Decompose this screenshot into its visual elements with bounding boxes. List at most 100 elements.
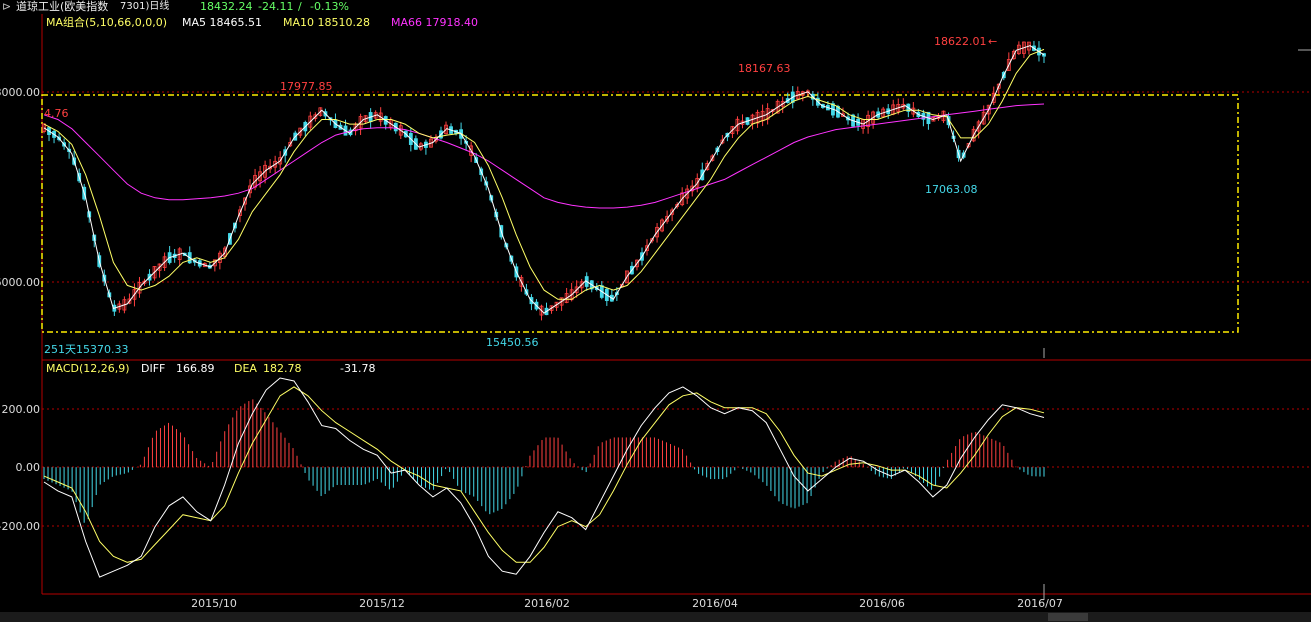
candle-body bbox=[554, 301, 559, 308]
candle-body bbox=[645, 245, 649, 252]
candle-body bbox=[42, 123, 46, 132]
candle-body bbox=[132, 289, 137, 300]
candle-body bbox=[313, 114, 318, 119]
expand-icon[interactable]: ⊳ bbox=[2, 0, 12, 13]
candle-body bbox=[685, 188, 690, 199]
candle-body bbox=[981, 111, 986, 125]
y-tick-18000: 18000.00 bbox=[0, 86, 40, 99]
title-bar: ⊳ 道琼工业(欧美指数 7301)日线 18432.24 -24.11 / -0… bbox=[0, 0, 1311, 14]
ma10-line bbox=[43, 48, 1045, 300]
candle-body bbox=[564, 293, 569, 303]
candle-body bbox=[268, 165, 273, 170]
y-tick-16000: 16000.00 bbox=[0, 276, 40, 289]
macd-value: -31.78 bbox=[340, 362, 375, 375]
candle-body bbox=[996, 83, 1001, 89]
ma10-legend: MA10 18510.28 bbox=[283, 16, 370, 29]
candle-body bbox=[358, 116, 363, 129]
candle-body bbox=[273, 160, 278, 168]
candle-body bbox=[730, 126, 735, 134]
candle-body bbox=[157, 263, 162, 271]
annotation-low-left: 251天15370.33 bbox=[44, 343, 128, 356]
candle-body bbox=[695, 178, 700, 189]
range-box[interactable] bbox=[41, 94, 1239, 333]
annotation-left-edge: 4.76 bbox=[44, 107, 69, 120]
candle-body bbox=[278, 157, 283, 165]
candle-body bbox=[991, 92, 996, 103]
candle-body bbox=[223, 247, 227, 257]
candle-body bbox=[635, 259, 639, 268]
candle-body bbox=[318, 107, 323, 116]
candle-body bbox=[690, 185, 695, 192]
candle-body bbox=[137, 282, 142, 294]
candle-body bbox=[710, 155, 715, 161]
candle-body bbox=[976, 121, 981, 132]
candle-body bbox=[705, 162, 710, 171]
x-tick-2016-06: 2016/06 bbox=[859, 597, 905, 610]
candle-body bbox=[258, 171, 262, 182]
ma5-legend: MA5 18465.51 bbox=[182, 16, 262, 29]
macd-lines-layer bbox=[43, 377, 1045, 578]
candle-body bbox=[212, 259, 217, 267]
macd-histogram bbox=[43, 399, 1045, 523]
annotation-high-left: 17977.85 bbox=[280, 80, 333, 93]
last-price: 18432.24 bbox=[200, 0, 253, 13]
candle-body bbox=[469, 145, 474, 156]
annotation-high-mid: 18167.63 bbox=[738, 62, 791, 75]
x-tick-2015-10: 2015/10 bbox=[191, 597, 237, 610]
dea-label: DEA bbox=[234, 362, 257, 375]
candle-body bbox=[142, 280, 147, 284]
candle-body bbox=[670, 209, 675, 215]
candle-body bbox=[720, 139, 725, 144]
instrument-name: 道琼工业(欧美指数 bbox=[16, 0, 109, 13]
candle-body bbox=[660, 219, 664, 232]
diff-value: 166.89 bbox=[176, 362, 215, 375]
instrument-code: 7301)日线 bbox=[120, 1, 170, 12]
diff-line bbox=[43, 377, 1045, 578]
candle-body bbox=[162, 256, 167, 268]
candle-body bbox=[675, 204, 680, 207]
candle-body bbox=[152, 265, 157, 279]
annotation-arrow: ← bbox=[988, 35, 997, 48]
x-tick-2016-04: 2016/04 bbox=[692, 597, 738, 610]
scrollbar-thumb[interactable] bbox=[1048, 613, 1088, 621]
candle-body bbox=[539, 305, 544, 316]
candle-body bbox=[871, 111, 876, 124]
candle-body bbox=[680, 192, 685, 206]
x-tick-2016-07: 2016/07 bbox=[1017, 597, 1063, 610]
candle-body bbox=[127, 298, 132, 304]
ma-legend-title: MA组合(5,10,66,0,0,0) bbox=[46, 15, 167, 29]
candle-body bbox=[263, 164, 268, 178]
candle-body bbox=[288, 142, 293, 147]
candle-body bbox=[770, 109, 775, 112]
candle-body bbox=[574, 286, 579, 294]
candle-body bbox=[398, 125, 403, 136]
candle-body bbox=[1011, 50, 1016, 60]
x-tick-2016-02: 2016/02 bbox=[524, 597, 570, 610]
candle-body bbox=[559, 297, 564, 306]
candles-layer bbox=[42, 40, 1046, 321]
y-tick-200: 200.00 bbox=[2, 403, 41, 416]
candle-body bbox=[655, 226, 659, 238]
ma66-line bbox=[43, 103, 1045, 209]
ma5-line bbox=[43, 45, 1045, 314]
candle-body bbox=[911, 107, 916, 115]
candle-body bbox=[243, 197, 247, 205]
candle-body bbox=[966, 143, 971, 148]
candle-body bbox=[549, 305, 554, 311]
candle-body bbox=[579, 281, 584, 289]
candle-body bbox=[308, 115, 313, 128]
candle-body bbox=[665, 215, 670, 222]
x-tick-2015-12: 2015/12 bbox=[359, 597, 405, 610]
candle-body bbox=[780, 101, 785, 107]
change-sep: / bbox=[298, 0, 302, 13]
y-tick-minus200: -200.00 bbox=[0, 520, 40, 533]
diff-label: DIFF bbox=[141, 362, 165, 375]
candle-body bbox=[841, 113, 845, 117]
candle-body bbox=[971, 128, 976, 142]
horizontal-scrollbar[interactable] bbox=[0, 612, 1311, 622]
candle-body bbox=[625, 270, 629, 284]
candle-body bbox=[775, 100, 780, 114]
candle-body bbox=[217, 252, 222, 263]
change-pct: -0.13% bbox=[310, 0, 349, 13]
